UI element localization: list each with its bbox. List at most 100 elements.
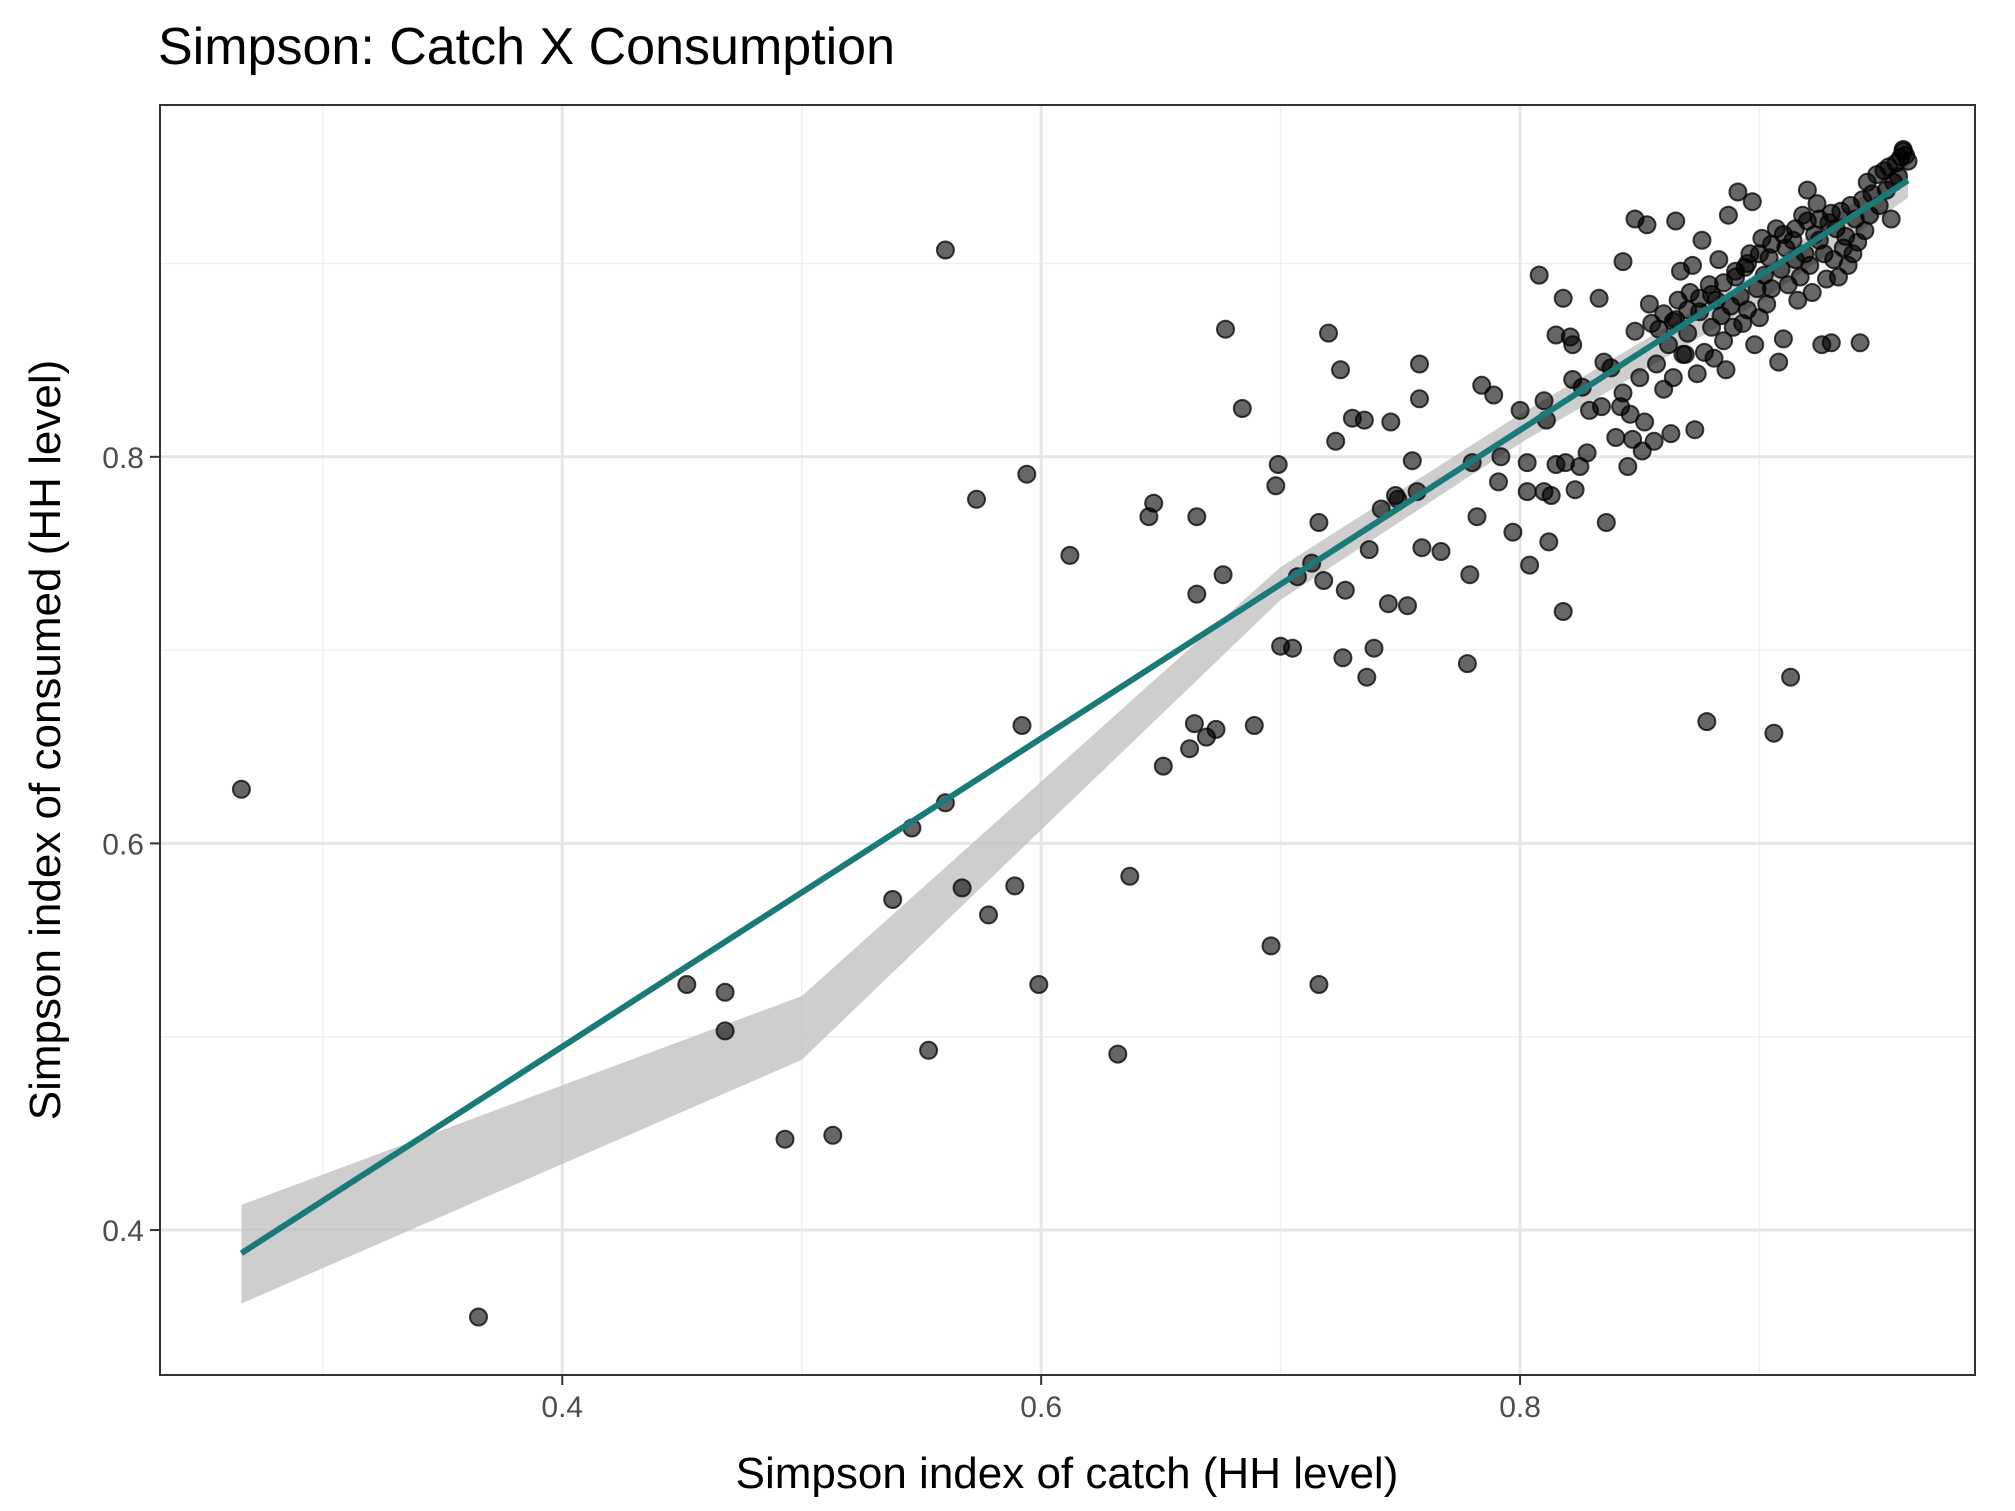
data-point: [1012, 716, 1032, 735]
data-point: [1802, 283, 1822, 302]
y-tick-label: 0.4: [102, 1215, 144, 1248]
data-point: [1589, 288, 1609, 308]
data-point: [935, 240, 955, 260]
data-point: [1489, 472, 1508, 492]
data-point: [1503, 522, 1523, 542]
data-point: [1431, 542, 1451, 561]
data-point: [677, 975, 697, 994]
data-point: [1773, 329, 1793, 349]
data-point: [1637, 215, 1657, 235]
data-point: [1261, 936, 1281, 956]
data-point: [1541, 486, 1561, 505]
data-point: [1187, 507, 1207, 527]
data-point: [1785, 219, 1805, 239]
data-point: [1060, 545, 1080, 565]
data-point: [1331, 360, 1350, 380]
data-point: [1675, 344, 1695, 364]
data-point: [1738, 254, 1757, 273]
data-point: [1378, 594, 1398, 614]
data-point: [1206, 719, 1226, 739]
data-point: [1639, 294, 1659, 314]
fit-line: [239, 177, 1910, 1256]
data-point: [1410, 354, 1429, 374]
data-point: [1716, 360, 1736, 380]
data-point: [1635, 412, 1655, 432]
data-point: [1563, 335, 1583, 355]
data-point: [1283, 638, 1303, 658]
data-point: [1520, 555, 1540, 575]
data-point: [715, 1021, 735, 1041]
data-point: [1728, 182, 1748, 202]
data-point: [1821, 333, 1841, 353]
data-point: [1644, 431, 1664, 451]
x-axis-title: Simpson index of catch (HH level): [736, 1449, 1399, 1498]
data-point: [1268, 455, 1288, 474]
data-point: [1745, 335, 1765, 355]
y-tick-label: 0.8: [102, 442, 144, 475]
data-point: [775, 1129, 795, 1149]
data-point: [1592, 397, 1611, 417]
data-point: [1120, 866, 1140, 886]
data-point: [1491, 447, 1511, 467]
x-tick-label: 0.8: [1499, 1391, 1541, 1424]
panel-border: [159, 104, 1976, 1376]
chart-title: Simpson: Catch X Consumption: [158, 18, 895, 76]
data-point: [1335, 580, 1355, 600]
data-point: [1709, 250, 1729, 270]
data-point: [1029, 975, 1049, 994]
data-point: [1309, 975, 1329, 994]
data-point: [231, 779, 251, 799]
data-point: [469, 1307, 488, 1327]
data-point: [1800, 255, 1820, 275]
data-point: [1714, 273, 1734, 293]
y-axis-title: Simpson index of consumed (HH level): [21, 360, 70, 1121]
data-point: [1630, 368, 1650, 388]
data-point: [1402, 451, 1422, 471]
data-point: [1606, 428, 1626, 447]
data-point: [1642, 313, 1662, 333]
data-point: [1762, 279, 1781, 299]
data-point: [1357, 667, 1377, 687]
data-point: [1187, 584, 1207, 604]
data-point: [1398, 596, 1417, 616]
data-point: [919, 1040, 939, 1060]
data-point: [1333, 648, 1353, 668]
x-tick-label: 0.6: [1020, 1391, 1062, 1424]
data-point: [1613, 383, 1633, 403]
x-axis: 0.4 0.6 0.8: [541, 1375, 1541, 1424]
data-point: [1184, 714, 1204, 734]
data-point: [1529, 265, 1549, 285]
data-point: [1359, 540, 1379, 560]
fit-line-layer: [239, 177, 1910, 1256]
data-point: [1326, 431, 1346, 451]
data-point: [1855, 221, 1875, 241]
data-point: [1625, 321, 1645, 341]
data-point: [883, 890, 903, 909]
data-point: [1216, 319, 1235, 339]
data-point: [1666, 211, 1686, 231]
grid-lines: [160, 105, 1975, 1375]
data-point: [1809, 209, 1829, 229]
data-point: [1683, 255, 1702, 275]
data-point: [1381, 412, 1401, 432]
data-point: [1460, 565, 1480, 585]
data-point: [1647, 354, 1666, 374]
data-point: [1881, 209, 1901, 229]
data-point: [1553, 288, 1573, 308]
plot-panel: [159, 104, 1976, 1376]
data-point: [1244, 716, 1264, 735]
data-point: [1319, 323, 1338, 343]
data-point: [1893, 140, 1913, 159]
data-point: [1718, 205, 1738, 225]
data-point: [1108, 1044, 1128, 1064]
data-point: [952, 878, 972, 898]
data-point: [1309, 513, 1329, 532]
data-point: [1692, 230, 1712, 250]
data-point: [1596, 513, 1616, 532]
data-point: [1714, 331, 1734, 351]
data-point: [1618, 457, 1638, 476]
data-point: [1577, 443, 1597, 463]
data-point: [1685, 420, 1705, 440]
data-point: [1661, 424, 1681, 444]
data-point: [1510, 400, 1530, 420]
